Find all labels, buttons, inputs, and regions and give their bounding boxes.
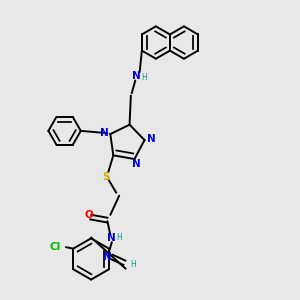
Text: N: N [103, 253, 112, 262]
Text: N: N [147, 134, 155, 144]
Text: H: H [130, 260, 136, 269]
Text: N: N [132, 71, 141, 81]
Text: H: H [141, 74, 147, 82]
Text: S: S [102, 172, 110, 182]
Text: H: H [116, 233, 122, 242]
Text: O: O [85, 210, 93, 220]
Text: N: N [100, 128, 109, 138]
Text: Cl: Cl [50, 242, 61, 252]
Text: N: N [131, 159, 140, 169]
Text: N: N [107, 233, 116, 243]
